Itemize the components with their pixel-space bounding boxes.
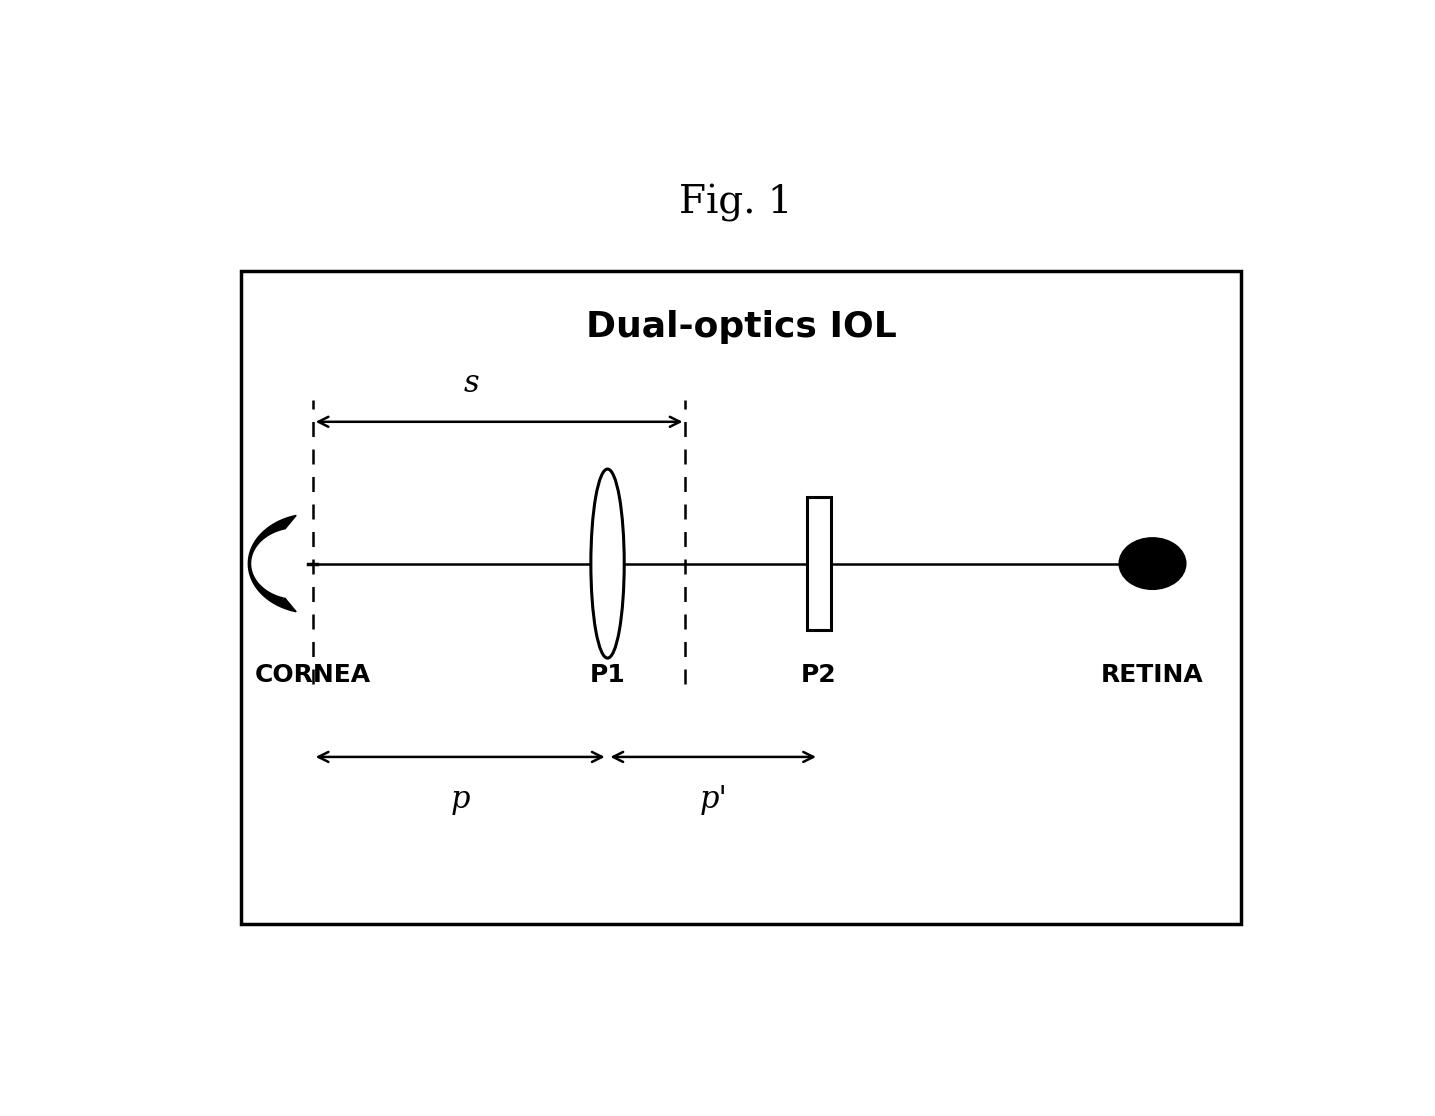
Ellipse shape: [591, 469, 624, 658]
Polygon shape: [248, 516, 296, 612]
Text: P2: P2: [801, 663, 837, 687]
Text: Dual-optics IOL: Dual-optics IOL: [585, 310, 897, 344]
Text: CORNEA: CORNEA: [255, 663, 370, 687]
Bar: [241, 271, 1241, 924]
Text: P1: P1: [590, 663, 626, 687]
Circle shape: [1119, 538, 1185, 589]
Text: p: p: [451, 785, 469, 816]
Text: s: s: [464, 367, 479, 398]
Text: p': p': [699, 785, 728, 816]
Bar: [806, 497, 831, 631]
Text: Fig. 1: Fig. 1: [679, 184, 792, 222]
Text: RETINA: RETINA: [1101, 663, 1204, 687]
